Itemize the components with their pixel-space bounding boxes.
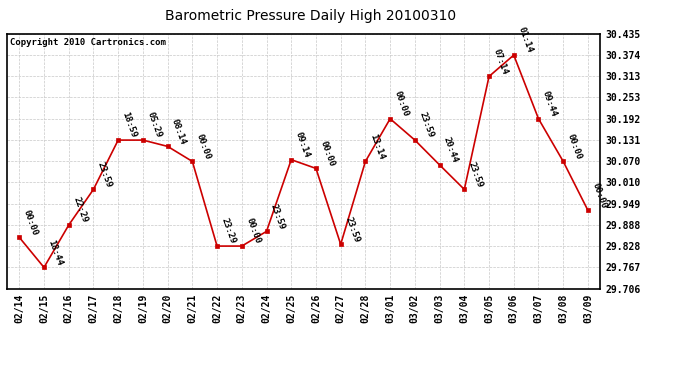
- Text: 22:29: 22:29: [71, 196, 89, 224]
- Text: 18:59: 18:59: [121, 111, 138, 140]
- Text: 00:00: 00:00: [566, 132, 583, 161]
- Text: 23:59: 23:59: [417, 111, 435, 140]
- Text: 00:00: 00:00: [22, 208, 39, 237]
- Text: 23:29: 23:29: [219, 217, 237, 245]
- Text: Barometric Pressure Daily High 20100310: Barometric Pressure Daily High 20100310: [165, 9, 456, 23]
- Text: 00:00: 00:00: [591, 182, 608, 210]
- Text: 09:14: 09:14: [294, 130, 311, 159]
- Text: 00:00: 00:00: [244, 217, 262, 245]
- Text: 01:14: 01:14: [516, 26, 534, 54]
- Text: 00:00: 00:00: [195, 132, 213, 161]
- Text: 07:14: 07:14: [491, 47, 509, 76]
- Text: 00:00: 00:00: [318, 140, 336, 168]
- Text: 23:59: 23:59: [343, 215, 361, 244]
- Text: 18:44: 18:44: [46, 238, 64, 267]
- Text: 09:44: 09:44: [541, 90, 559, 118]
- Text: Copyright 2010 Cartronics.com: Copyright 2010 Cartronics.com: [10, 38, 166, 46]
- Text: 23:59: 23:59: [269, 202, 286, 231]
- Text: 23:59: 23:59: [96, 160, 114, 189]
- Text: 23:59: 23:59: [466, 160, 484, 189]
- Text: 08:14: 08:14: [170, 117, 188, 146]
- Text: 20:44: 20:44: [442, 136, 460, 164]
- Text: 00:00: 00:00: [393, 90, 411, 118]
- Text: 13:14: 13:14: [368, 132, 386, 161]
- Text: 05:29: 05:29: [146, 111, 163, 140]
